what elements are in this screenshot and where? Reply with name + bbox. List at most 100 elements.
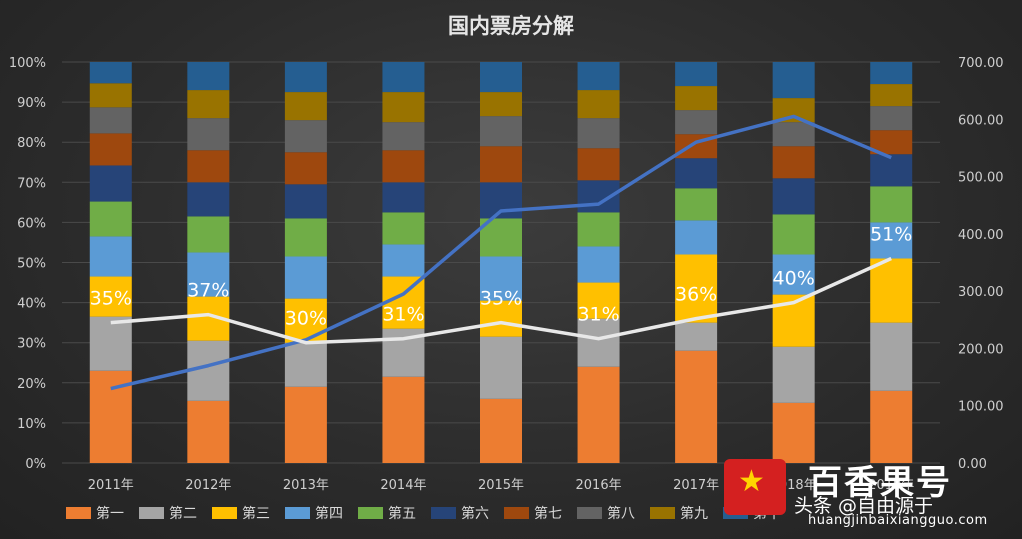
data-label: 37% [187, 280, 229, 302]
bar-segment [480, 398, 522, 463]
data-label: 40% [773, 268, 815, 290]
bar-segment [577, 318, 620, 367]
bar-stacks [89, 62, 913, 463]
bar-segment [675, 110, 718, 135]
bar-segment [187, 90, 230, 119]
legend-label: 第四 [315, 505, 343, 522]
bar-segment [675, 350, 718, 463]
bar-segment [577, 62, 620, 91]
bar-segment [284, 120, 327, 153]
legend-label: 第六 [461, 505, 489, 522]
bar-segment [382, 62, 425, 93]
bar-segment [772, 254, 815, 295]
bar-segment [187, 62, 230, 91]
bar-segment [89, 276, 132, 317]
legend-label: 第三 [242, 505, 270, 522]
legend-label: 第七 [534, 505, 562, 522]
y-right-tick-label: 600.00 [958, 113, 1004, 128]
legend-swatch [577, 507, 602, 519]
y-right-tick-label: 200.00 [958, 342, 1004, 357]
bar-segment [382, 376, 425, 463]
axes: 0% 10% 20% 30% 40% 50% 60% 70% 80% 90% 100% 0.00 100… [9, 56, 1004, 493]
y-right-tick-label: 300.00 [958, 285, 1004, 300]
bar-segment [772, 178, 815, 215]
legend-label: 第一 [96, 505, 124, 522]
star-icon: ★ [738, 464, 765, 499]
bar-segment [480, 62, 522, 93]
bar-segment [870, 62, 913, 85]
bar-segment [284, 152, 327, 185]
y-left-tick-label: 90% [17, 96, 46, 111]
y-left-tick-label: 20% [17, 377, 46, 392]
bar-segment [284, 386, 327, 463]
bar-segment [675, 322, 718, 351]
bar-segment [284, 298, 327, 343]
bar-segment [284, 218, 327, 257]
legend-swatch [650, 507, 675, 519]
bar-segment [382, 244, 425, 277]
legend-swatch [358, 507, 383, 519]
series-line [110, 256, 892, 345]
bar-segment [675, 220, 718, 255]
legend-swatch [66, 507, 91, 519]
bar-segment [187, 400, 230, 463]
data-label: 31% [382, 304, 424, 326]
y-right-tick-label: 700.00 [958, 56, 1004, 71]
bar-segment [577, 366, 620, 463]
y-right-tick-label: 500.00 [958, 171, 1004, 186]
bar-segment [772, 346, 815, 403]
bar-segment [89, 83, 132, 108]
bar-segment [480, 336, 522, 399]
watermark-logo [724, 459, 786, 515]
bar-segment [480, 300, 522, 337]
bar-segment [675, 62, 718, 87]
bar-segment [870, 186, 913, 223]
bar-segment [870, 106, 913, 131]
legend-swatch [285, 507, 310, 519]
bar-segment [870, 258, 913, 323]
bar-segment [187, 118, 230, 151]
bar-segment [382, 276, 425, 329]
line-series: 35% 37% 30% 31% 35% 31% 36% 40% 51% [90, 114, 912, 391]
y-right-tick-label: 0.00 [958, 457, 987, 472]
bar-segment [577, 148, 620, 181]
bar-segment [284, 256, 327, 299]
bar-segment [187, 182, 230, 217]
bar-segment [89, 107, 132, 134]
bar-segment [772, 214, 815, 255]
data-label: 31% [577, 304, 619, 326]
data-label: 30% [285, 308, 327, 330]
bar-segment [870, 84, 913, 107]
y-left-tick-label: 100% [9, 56, 46, 71]
bar-segment [577, 282, 620, 319]
watermark: ★ 百香果号 头条 @自由源于 huangjinbaixiangguo.com [722, 453, 1012, 531]
y-right-tick-label: 100.00 [958, 400, 1004, 415]
data-label: 35% [90, 288, 132, 310]
chart-title: 国内票房分解 [448, 14, 574, 38]
bar-segment [284, 92, 327, 121]
data-label: 51% [870, 223, 912, 245]
bar-segment [284, 62, 327, 93]
x-tick-label: 2013年 [283, 478, 329, 493]
bar-segment [284, 342, 327, 387]
data-label: 36% [675, 284, 717, 306]
bar-segment [89, 201, 132, 237]
bar-segment [382, 182, 425, 213]
bar-segment [577, 90, 620, 119]
x-tick-label: 2017年 [673, 478, 719, 493]
y-left-tick-label: 70% [17, 176, 46, 191]
bar-segment [480, 146, 522, 183]
bar-segment [89, 236, 132, 277]
y-left-tick-label: 30% [17, 337, 46, 352]
legend-swatch [139, 507, 164, 519]
bar-segment [675, 158, 718, 189]
bar-segment [870, 322, 913, 391]
bar-segment [772, 146, 815, 179]
y-left-tick-label: 80% [17, 136, 46, 151]
bar-segment [480, 256, 522, 301]
data-label: 35% [480, 288, 522, 310]
bar-segment [577, 212, 620, 247]
legend-swatch [212, 507, 237, 519]
legend-label: 第五 [388, 505, 416, 522]
